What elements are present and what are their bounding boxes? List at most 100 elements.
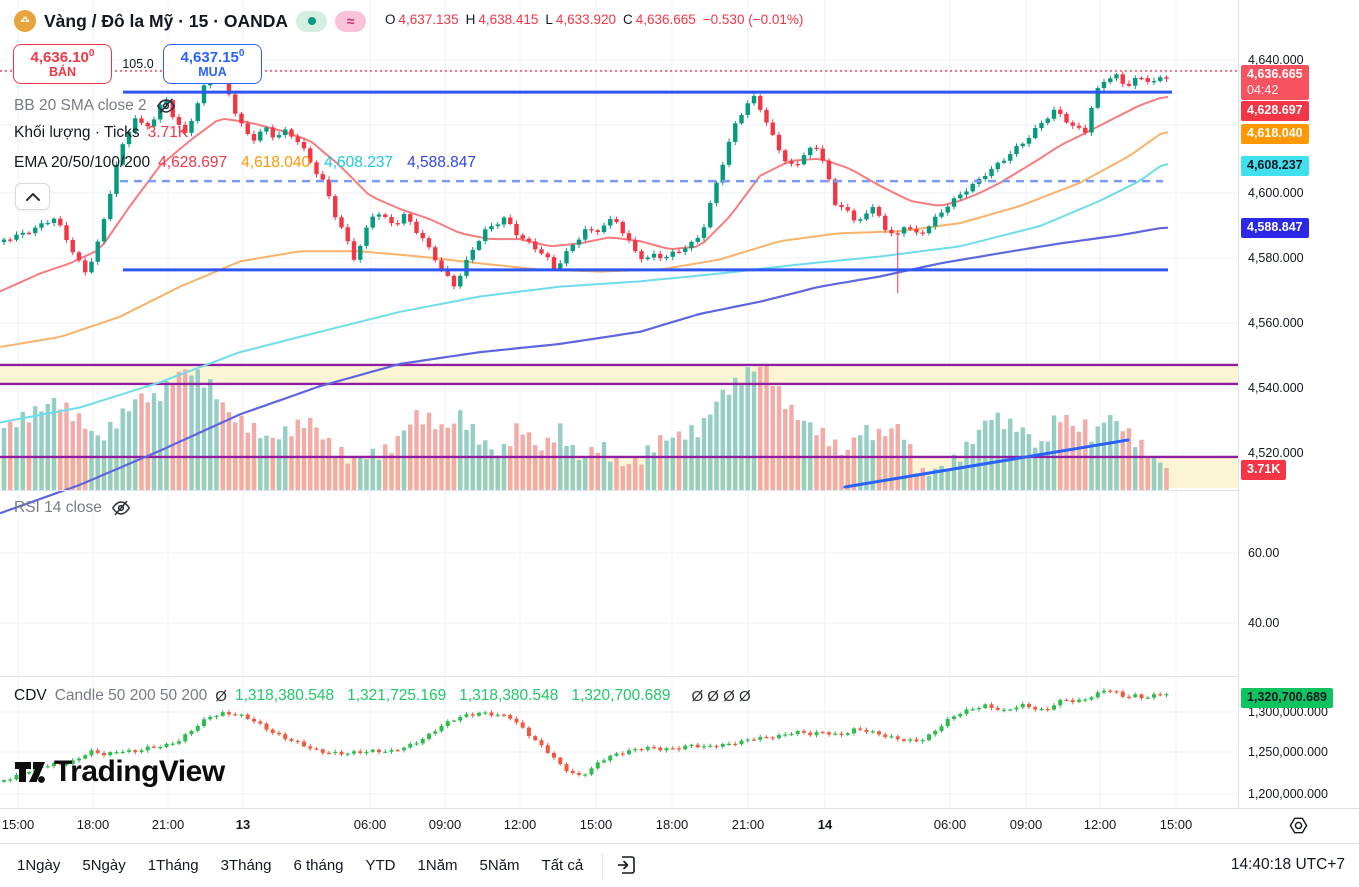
price-tick-label: 4,600.000 bbox=[1248, 186, 1304, 200]
time-label: 14 bbox=[817, 817, 833, 832]
spread-value: 105.0 bbox=[122, 57, 154, 71]
price-badge: 4,628.697 bbox=[1241, 101, 1309, 121]
gold-symbol-icon bbox=[14, 10, 36, 32]
price-tick-label: 4,520.000 bbox=[1248, 446, 1304, 460]
legend-volume[interactable]: Khối lượng · Ticks 3.71K bbox=[14, 124, 189, 141]
sell-label: BÁN bbox=[48, 65, 77, 80]
cdv-value: 1,318,380.548 bbox=[459, 687, 559, 704]
cdv-empty-values: Ø Ø Ø Ø bbox=[691, 687, 751, 705]
time-label: 09:00 bbox=[1009, 817, 1043, 832]
ema-value: 4,618.040 bbox=[241, 154, 311, 171]
price-badge: 1,320,700.689 bbox=[1241, 688, 1333, 708]
cdv-value: 1,320,700.689 bbox=[571, 687, 671, 704]
price-badge-value: 4,628.697 bbox=[1247, 103, 1303, 117]
go-to-date-icon bbox=[618, 855, 636, 874]
price-axis-separator bbox=[1238, 0, 1239, 843]
tradingview-logo-icon bbox=[15, 762, 45, 783]
time-label: 15:00 bbox=[1, 817, 35, 832]
buy-label: MUA bbox=[198, 65, 227, 80]
pane-divider-rsi-cdv[interactable] bbox=[0, 676, 1359, 677]
range-button-3tháng[interactable]: 3Tháng bbox=[210, 851, 283, 880]
ema-value: 4,628.697 bbox=[158, 154, 228, 171]
range-button-5ngày[interactable]: 5Ngày bbox=[71, 851, 136, 880]
price-tick-label: 4,580.000 bbox=[1248, 251, 1304, 265]
range-button-1ngày[interactable]: 1Ngày bbox=[6, 851, 71, 880]
time-axis[interactable]: 15:00 18:00 21:00 13 06:00 09:00 12:00 15:00 18:… bbox=[0, 808, 1359, 844]
price-badge: 4,618.040 bbox=[1241, 124, 1309, 144]
legend-ema[interactable]: EMA 20/50/100/200 4,628.697 4,618.040 4,60… bbox=[14, 154, 490, 172]
time-label: 12:00 bbox=[1083, 817, 1117, 832]
time-label: 06:00 bbox=[353, 817, 387, 832]
delayed-data-pill[interactable]: ≈ bbox=[335, 10, 367, 32]
time-label: 15:00 bbox=[1159, 817, 1193, 832]
eye-off-icon[interactable] bbox=[110, 497, 132, 519]
eye-off-icon[interactable] bbox=[155, 95, 177, 117]
time-label: 18:00 bbox=[655, 817, 689, 832]
ohlc-letter: H bbox=[465, 12, 476, 27]
ema-values: 4,628.697 4,618.040 4,608.237 4,588.847 bbox=[158, 154, 490, 172]
range-button-1năm[interactable]: 1Năm bbox=[407, 851, 469, 880]
ohlc-values: O 4,637.135 H 4,638.415 L 4,633.920 C 4,636.665… bbox=[385, 12, 803, 27]
ohlc-letter: L bbox=[545, 12, 553, 27]
clock-utc[interactable]: 14:40:18 UTC+7 bbox=[1230, 856, 1345, 873]
legend-rsi[interactable]: RSI 14 close bbox=[14, 497, 132, 519]
collapse-panel-button[interactable] bbox=[15, 183, 50, 210]
price-tick-label: 4,640.000 bbox=[1248, 53, 1304, 67]
ohlc-value: 4,636.665 bbox=[635, 12, 696, 27]
bottom-toolbar: 1Ngày 5Ngày 1Tháng 3Tháng 6 tháng YTD 1Năm 5Năm… bbox=[0, 843, 1359, 887]
pane-divider-main-rsi[interactable] bbox=[0, 490, 1359, 491]
time-label: 15:00 bbox=[579, 817, 613, 832]
chart-canvas[interactable] bbox=[0, 0, 1238, 808]
buy-button[interactable]: 4,637.150 MUA bbox=[163, 44, 262, 84]
price-axis[interactable]: 4,640.000 4,600.000 4,580.000 4,560.000 4,54… bbox=[1239, 0, 1359, 808]
time-label: 06:00 bbox=[933, 817, 967, 832]
change-value: −0.530 (−0.01%) bbox=[702, 12, 804, 27]
time-label: 09:00 bbox=[428, 817, 462, 832]
tradingview-watermark: TradingView bbox=[12, 754, 225, 790]
ema-value: 4,608.237 bbox=[324, 154, 394, 171]
cdv-value: 1,321,725.169 bbox=[347, 687, 447, 704]
symbol-title[interactable]: Vàng / Đô la Mỹ · 15 · OANDA bbox=[44, 10, 289, 31]
price-tick-label: 4,560.000 bbox=[1248, 316, 1304, 330]
price-tick-label: 60.00 bbox=[1248, 546, 1280, 560]
cdv-values: 1,318,380.548 1,321,725.169 1,318,380.548 1… bbox=[235, 687, 684, 705]
toolbar-divider bbox=[602, 852, 604, 879]
market-status-pill[interactable] bbox=[296, 10, 328, 32]
go-to-date-button[interactable] bbox=[613, 853, 639, 879]
price-badge-countdown: 04:42 bbox=[1247, 82, 1279, 97]
price-badge: 3.71K bbox=[1241, 460, 1287, 480]
symbol-header[interactable]: Vàng / Đô la Mỹ · 15 · OANDA ≈ bbox=[14, 8, 367, 34]
price-badge-value: 4,588.847 bbox=[1247, 220, 1303, 234]
legend-cdv[interactable]: CDV Candle 50 200 50 200 Ø 1,318,380.548… bbox=[14, 687, 751, 705]
price-tick-label: 40.00 bbox=[1248, 616, 1280, 630]
price-badge: 4,588.847 bbox=[1241, 218, 1309, 238]
time-label: 21:00 bbox=[731, 817, 765, 832]
price-badge-value: 4,608.237 bbox=[1247, 158, 1303, 172]
price-tick-label: 4,540.000 bbox=[1248, 381, 1304, 395]
sell-button[interactable]: 4,636.100 BÁN bbox=[13, 44, 112, 84]
price-badge-value: 4,636.665 bbox=[1247, 67, 1303, 81]
time-label: 12:00 bbox=[503, 817, 537, 832]
price-badge-value: 1,320,700.689 bbox=[1247, 690, 1327, 704]
ema-value: 4,588.847 bbox=[407, 154, 477, 171]
ohlc-value: 4,638.415 bbox=[478, 12, 539, 27]
ohlc-letter: O bbox=[385, 12, 396, 27]
range-button-6-tháng[interactable]: 6 tháng bbox=[282, 851, 354, 880]
chevron-up-icon bbox=[25, 193, 40, 201]
price-badge: 4,608.237 bbox=[1241, 156, 1309, 176]
range-button-ytd[interactable]: YTD bbox=[355, 851, 407, 880]
timezone-settings-icon[interactable] bbox=[1288, 815, 1309, 836]
market-open-dot-icon bbox=[307, 17, 316, 25]
price-badge-value: 4,618.040 bbox=[1247, 126, 1303, 140]
range-button-5năm[interactable]: 5Năm bbox=[469, 851, 531, 880]
range-button-1tháng[interactable]: 1Tháng bbox=[137, 851, 210, 880]
ohlc-value: 4,637.135 bbox=[398, 12, 459, 27]
price-badge-value: 3.71K bbox=[1247, 462, 1281, 476]
price-badge: 4,636.665 04:42 bbox=[1241, 65, 1309, 101]
range-button-tất-cả[interactable]: Tất cả bbox=[531, 851, 595, 880]
price-tick-label: 1,250,000.000 bbox=[1248, 745, 1328, 759]
legend-bb[interactable]: BB 20 SMA close 2 bbox=[14, 95, 177, 117]
ohlc-value: 4,633.920 bbox=[555, 12, 616, 27]
ohlc-letter: C bbox=[622, 12, 633, 27]
